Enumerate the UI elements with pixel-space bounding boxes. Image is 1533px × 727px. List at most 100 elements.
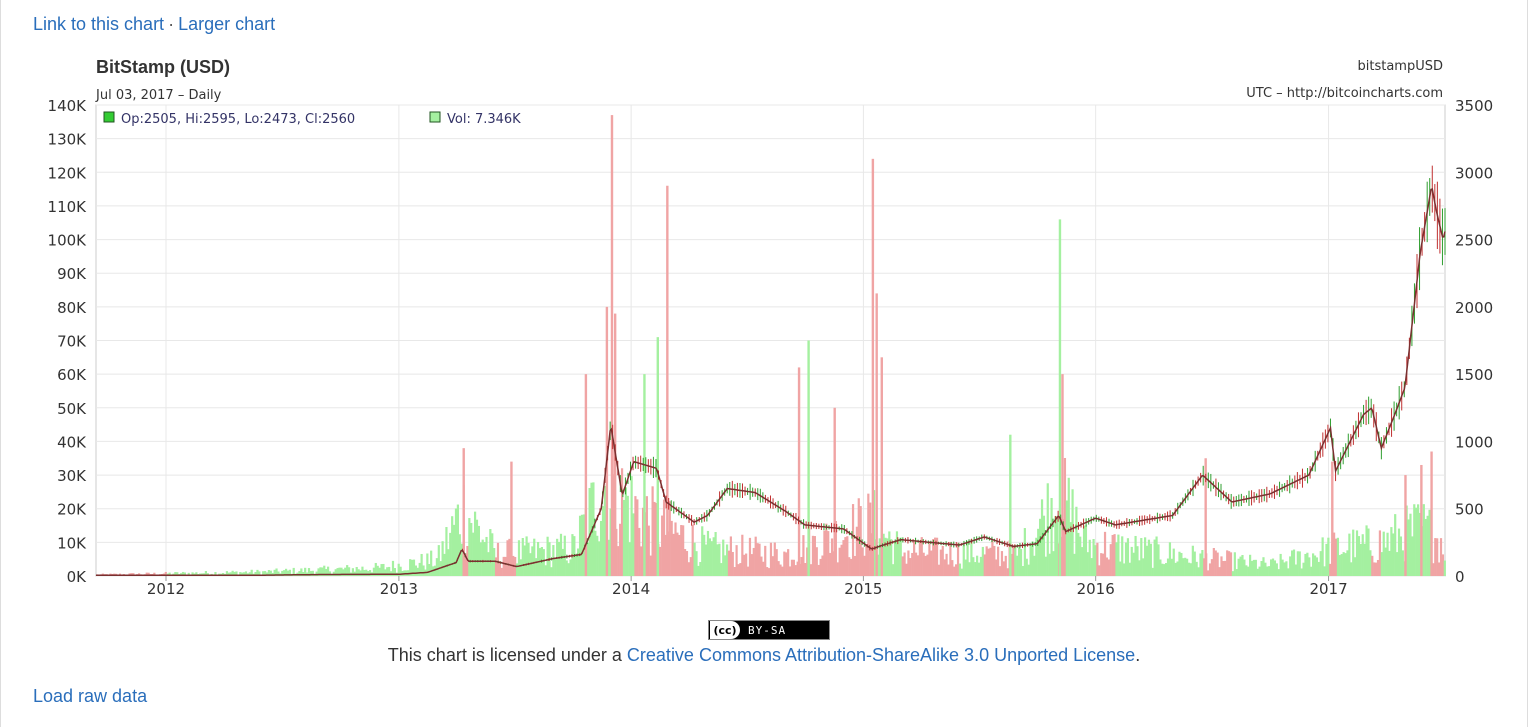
volume-bar (1237, 558, 1240, 576)
volume-bar (1228, 551, 1231, 576)
volume-spike-bar (510, 461, 513, 576)
volume-bar (1441, 554, 1445, 576)
volume-bar (1109, 544, 1112, 576)
volume-bar (1098, 565, 1101, 576)
volume-bar (934, 537, 937, 576)
volume-bar (1168, 542, 1172, 576)
volume-bar (741, 534, 744, 576)
volume-spike-bar (1204, 458, 1207, 576)
volume-bar (1039, 518, 1042, 576)
volume-bar (523, 545, 526, 576)
volume-bar (372, 567, 375, 576)
volume-bar (420, 553, 423, 576)
volume-bar (853, 555, 857, 576)
volume-bar (1147, 539, 1151, 576)
volume-bar (376, 565, 379, 576)
left-axis-tick-label: 100K (48, 232, 88, 250)
volume-bar (777, 561, 780, 576)
volume-bar (483, 542, 486, 576)
volume-bar (494, 557, 498, 576)
volume-bar (1325, 543, 1328, 576)
volume-bar (1079, 536, 1082, 576)
volume-bar (1115, 542, 1118, 576)
volume-bar (449, 532, 452, 576)
volume-bar (454, 508, 458, 576)
volume-bar (787, 549, 790, 576)
license-link[interactable]: Creative Commons Attribution-ShareAlike … (626, 645, 1136, 665)
x-axis-tick-label: 2015 (844, 580, 882, 598)
volume-bar (1386, 532, 1389, 576)
volume-bar (1315, 557, 1319, 576)
volume-bar (628, 542, 631, 576)
volume-bar (1161, 563, 1164, 576)
volume-bar (473, 511, 477, 576)
license-notice: This chart is licensed under a Creative … (0, 645, 1528, 666)
volume-bar (752, 547, 755, 576)
volume-bar (468, 518, 471, 576)
volume-bar (729, 536, 732, 576)
volume-bar (1035, 537, 1038, 576)
volume-bar (714, 532, 717, 576)
volume-legend: Vol: 7.346K (447, 112, 521, 127)
volume-bar (865, 543, 868, 576)
volume-bar (519, 559, 522, 576)
volume-bar (1128, 562, 1131, 576)
volume-bar (559, 533, 563, 576)
volume-bar (766, 567, 769, 576)
left-axis-tick-label: 120K (48, 164, 88, 182)
volume-bar (1407, 519, 1410, 576)
volume-spike-bar (656, 337, 659, 576)
volume-bar (838, 547, 841, 576)
volume-bar (819, 558, 822, 576)
volume-bar (1107, 559, 1110, 576)
volume-bar (491, 533, 494, 576)
volume-bar (1434, 538, 1437, 576)
volume-bar (1281, 559, 1284, 576)
volume-bar (1302, 562, 1305, 576)
volume-bar (1021, 566, 1025, 576)
volume-bar (632, 513, 635, 576)
larger-chart-link[interactable]: Larger chart (178, 14, 276, 34)
volume-bar (603, 485, 606, 576)
volume-bar (983, 554, 986, 576)
volume-bar (848, 557, 851, 576)
link-to-chart[interactable]: Link to this chart (33, 14, 165, 34)
load-raw-data-link[interactable]: Load raw data (33, 686, 148, 706)
volume-bar (1333, 532, 1336, 576)
volume-bar (393, 568, 396, 576)
volume-bar (582, 514, 585, 576)
volume-bar (1222, 560, 1225, 576)
volume-bar (164, 571, 167, 576)
volume-bar (273, 569, 276, 576)
volume-bar (336, 568, 339, 576)
volume-bar (1165, 563, 1168, 576)
volume-bar (1439, 538, 1443, 576)
price-volume-chart[interactable]: 0K 10K 20K 30K 40K 50K 60K 70K 80K 90K 100K 110K 120… (0, 0, 1528, 610)
volume-bar (456, 504, 459, 576)
volume-bar (1375, 562, 1378, 576)
volume-bar (525, 536, 528, 576)
volume-bar (825, 523, 828, 576)
volume-bar (1329, 563, 1332, 576)
volume-bar (890, 539, 893, 576)
volume-bar (598, 541, 601, 576)
volume-bar (1170, 558, 1173, 576)
volume-bar (580, 514, 584, 576)
cc-license-badge[interactable]: (cc) BY-SA (708, 620, 830, 640)
volume-bar (1291, 550, 1294, 576)
volume-bar (1367, 528, 1370, 576)
volume-bar (1180, 552, 1183, 576)
volume-bar (897, 538, 900, 576)
volume-bar (1069, 522, 1072, 576)
volume-bar (1373, 562, 1376, 576)
volume-spike-bar (833, 407, 836, 576)
volume-bar (620, 468, 624, 576)
volume-spike-bar (880, 357, 883, 576)
left-axis-tick-label: 50K (57, 400, 87, 418)
volume-bar (531, 546, 534, 576)
left-axis-tick-label: 0K (67, 568, 88, 586)
volume-bar (1105, 557, 1109, 576)
volume-bar (649, 555, 652, 576)
volume-bar (256, 569, 259, 576)
